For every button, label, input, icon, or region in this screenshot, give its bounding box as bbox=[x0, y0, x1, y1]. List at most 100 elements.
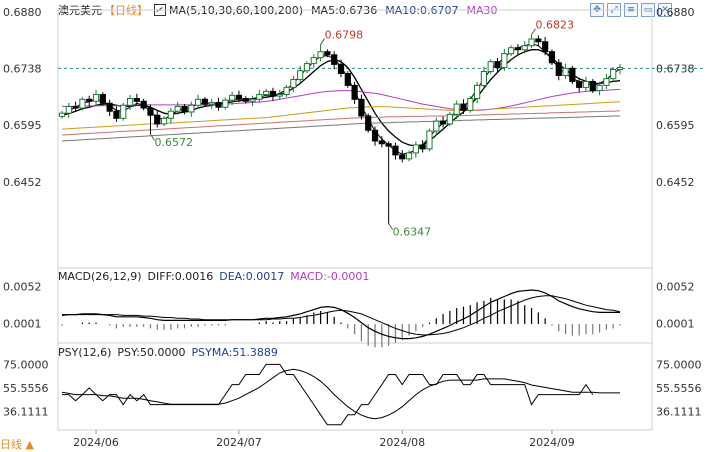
list-icon[interactable]: ≡ bbox=[624, 3, 638, 17]
psy-axis-right-label: 55.5556 bbox=[656, 382, 702, 395]
candle-body bbox=[467, 98, 474, 111]
candle-body bbox=[208, 101, 215, 105]
plot-frame bbox=[57, 9, 653, 431]
psy-value: PSY:50.0000 bbox=[117, 346, 186, 359]
price-axis-right-label: 0.6595 bbox=[656, 119, 695, 132]
candle-body bbox=[480, 71, 488, 86]
candle-body bbox=[419, 144, 426, 150]
line-ma5 bbox=[61, 43, 621, 155]
annotation-label: 0.6572 bbox=[154, 136, 193, 149]
candle-body bbox=[337, 63, 345, 75]
x-axis-label: 2024/08 bbox=[379, 436, 425, 449]
price-axis-left-label: 0.6452 bbox=[3, 176, 42, 189]
candle-body bbox=[569, 67, 576, 82]
annotation-pointer bbox=[320, 38, 326, 45]
candle-body bbox=[120, 104, 127, 119]
candle-body bbox=[378, 140, 385, 145]
window-icon[interactable]: ▭ bbox=[641, 3, 655, 17]
line-ma30 bbox=[62, 88, 621, 111]
psyma-value: PSYMA:51.3889 bbox=[191, 346, 278, 359]
macd-label: MACD(26,12,9) bbox=[58, 270, 142, 283]
candle-body bbox=[283, 86, 290, 96]
ma-settings-icon[interactable] bbox=[154, 4, 166, 16]
candle-body bbox=[106, 102, 113, 112]
candle-body bbox=[79, 98, 86, 109]
candle-body bbox=[58, 112, 66, 117]
candle-body bbox=[473, 84, 481, 100]
candle-body bbox=[229, 94, 236, 101]
candle-body bbox=[508, 47, 515, 55]
candle-body bbox=[596, 84, 603, 92]
annotation-pointer bbox=[531, 28, 536, 35]
annotation-label: 0.6347 bbox=[393, 226, 432, 239]
candle-body bbox=[344, 73, 351, 86]
candle-body bbox=[582, 80, 590, 88]
candle-body bbox=[371, 129, 379, 142]
candle-body bbox=[399, 154, 406, 160]
macd-axis-left-label: 0.0001 bbox=[3, 317, 42, 330]
psy-label: PSY(12,6) bbox=[58, 346, 112, 359]
annotation-label: 0.6823 bbox=[536, 19, 575, 32]
candle-body bbox=[249, 98, 256, 102]
psy-axis-left-label: 55.5556 bbox=[3, 382, 49, 395]
line-ma100 bbox=[61, 110, 621, 136]
candle-body bbox=[548, 51, 556, 64]
candle-body bbox=[494, 61, 501, 69]
macd-axis-left-label: 0.0052 bbox=[3, 280, 42, 293]
ma-label: MA(5,10,30,60,100,200) bbox=[169, 3, 304, 17]
candle-body bbox=[310, 57, 317, 65]
macd-macd: MACD:-0.0001 bbox=[290, 270, 370, 283]
candle-body bbox=[133, 98, 140, 102]
move-icon[interactable]: ✥ bbox=[590, 3, 604, 17]
candle-body bbox=[99, 94, 106, 104]
candle-body bbox=[351, 84, 358, 100]
line-ma60 bbox=[61, 101, 621, 130]
expand-icon[interactable]: ⤢ bbox=[607, 3, 621, 17]
candle-body bbox=[276, 94, 283, 97]
candle-body bbox=[365, 115, 372, 131]
candle-body bbox=[589, 80, 596, 92]
annotation-label: 0.6798 bbox=[325, 29, 364, 42]
period-tab[interactable]: 日线 ▲ bbox=[0, 438, 34, 451]
ma30-value: MA30 bbox=[466, 3, 498, 17]
candle-body bbox=[303, 63, 311, 72]
macd-dea: DEA:0.0017 bbox=[219, 270, 285, 283]
x-axis-label: 2024/09 bbox=[529, 436, 575, 449]
price-axis-left-label: 0.6880 bbox=[3, 6, 42, 19]
candle-body bbox=[426, 130, 433, 150]
candle-body bbox=[290, 78, 297, 88]
candle-body bbox=[65, 105, 72, 114]
candle-body bbox=[242, 98, 249, 102]
candle-body bbox=[562, 67, 569, 76]
ma10-value: MA10:0.6707 bbox=[385, 3, 459, 17]
candle-body bbox=[439, 120, 447, 125]
candle-body bbox=[126, 98, 134, 106]
candle-body bbox=[331, 54, 338, 65]
annotation-pointer bbox=[150, 133, 155, 141]
line-diff bbox=[61, 289, 620, 340]
candle-body bbox=[72, 105, 79, 109]
annotation-pointer bbox=[388, 223, 394, 230]
candle-body bbox=[92, 94, 100, 102]
candle-body bbox=[222, 99, 229, 108]
candle-body bbox=[215, 101, 222, 108]
candle-body bbox=[576, 80, 583, 88]
period-label[interactable]: 【日线】 bbox=[104, 4, 148, 17]
psy-axis-left-label: 75.0000 bbox=[3, 358, 49, 371]
candle-body bbox=[358, 98, 365, 117]
line-ma10 bbox=[61, 49, 621, 147]
line-psy bbox=[62, 363, 594, 426]
price-axis-right-label: 0.6452 bbox=[656, 176, 695, 189]
macd-header: MACD(26,12,9) DIFF:0.0016 DEA:0.0017 MAC… bbox=[58, 270, 375, 283]
candle-body bbox=[154, 114, 161, 125]
close-icon[interactable]: ✕ bbox=[658, 3, 672, 17]
candle-body bbox=[174, 105, 181, 112]
candle-body bbox=[297, 70, 304, 80]
line-psyma bbox=[61, 368, 620, 420]
candle-body bbox=[385, 143, 392, 147]
candle-body bbox=[555, 62, 562, 76]
symbol-title: 澳元美元 bbox=[58, 4, 102, 17]
psy-axis-right-label: 36.1111 bbox=[656, 405, 702, 418]
chart-toolbar: ✥ ⤢ ≡ ▭ ✕ bbox=[590, 3, 672, 17]
macd-axis-right-label: 0.0001 bbox=[656, 317, 695, 330]
